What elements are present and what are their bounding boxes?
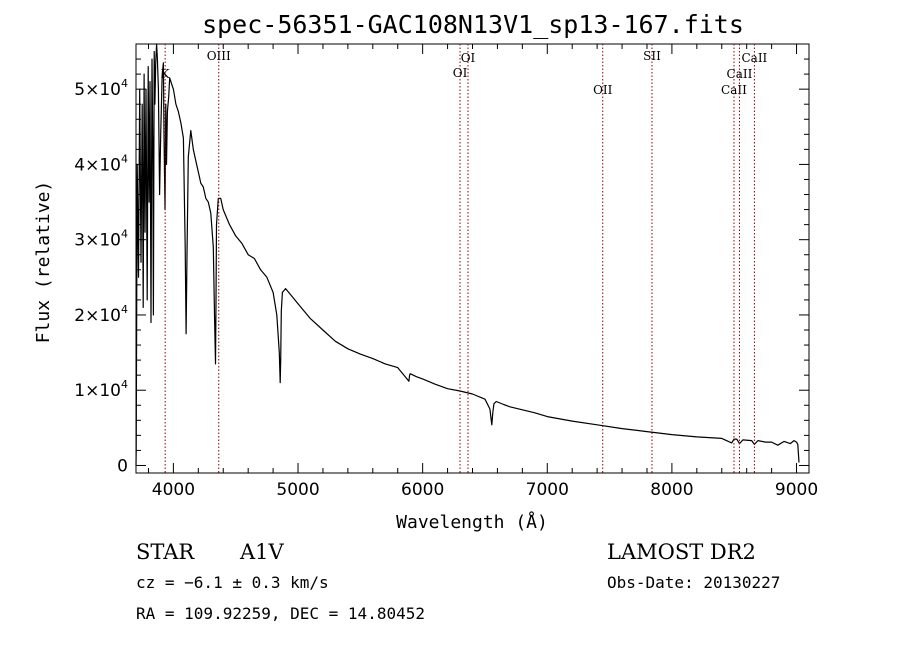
obs-date: Obs-Date: 20130227: [607, 573, 780, 592]
spectrum-series-line: [135, 43, 800, 466]
y-tick-label: 3×104: [74, 228, 128, 251]
spectral-line-label: OI: [453, 66, 468, 80]
spectral-line-label: SII: [643, 49, 661, 63]
spectral-line-label: CaII: [741, 51, 767, 65]
x-tick-label: 4000: [152, 480, 195, 500]
x-tick-label: 8000: [650, 480, 693, 500]
spectral-line-label: K: [161, 67, 171, 81]
y-tick-label: 0: [117, 456, 128, 476]
plot-area: [135, 43, 800, 466]
coordinates: RA = 109.92259, DEC = 14.80452: [136, 604, 425, 623]
spectral-line-label: OII: [593, 83, 613, 97]
y-tick-label: 5×104: [74, 77, 128, 100]
plot-frame: [135, 43, 810, 474]
survey-name: LAMOST DR2: [607, 540, 756, 564]
spectral-line-label: CaII: [727, 67, 753, 81]
cz-readout: cz = −6.1 ± 0.3 km/s: [136, 573, 329, 592]
axis-ticks: 4000 5000 6000 7000 8000 9000 0 1×104 2×104 3×104…: [74, 44, 818, 500]
y-tick-label: 1×104: [74, 378, 128, 401]
y-axis-label: Flux (relative): [33, 181, 54, 344]
y-tick-label: 4×104: [74, 152, 128, 175]
object-class: STAR: [136, 540, 195, 564]
x-tick-label: 5000: [276, 480, 319, 500]
object-subclass: A1V: [239, 540, 285, 564]
x-tick-label: 6000: [401, 480, 444, 500]
x-tick-label: 9000: [775, 480, 818, 500]
spectral-line-label: OI: [461, 51, 476, 65]
chart-title: spec-56351-GAC108N13V1_sp13-167.fits: [202, 10, 744, 39]
spectral-line-label: OIII: [207, 49, 231, 63]
x-tick-label: 7000: [526, 480, 569, 500]
y-tick-label: 2×104: [74, 303, 128, 326]
spectral-line-label: CaII: [721, 83, 747, 97]
x-axis-label: Wavelength (Å): [396, 511, 548, 533]
